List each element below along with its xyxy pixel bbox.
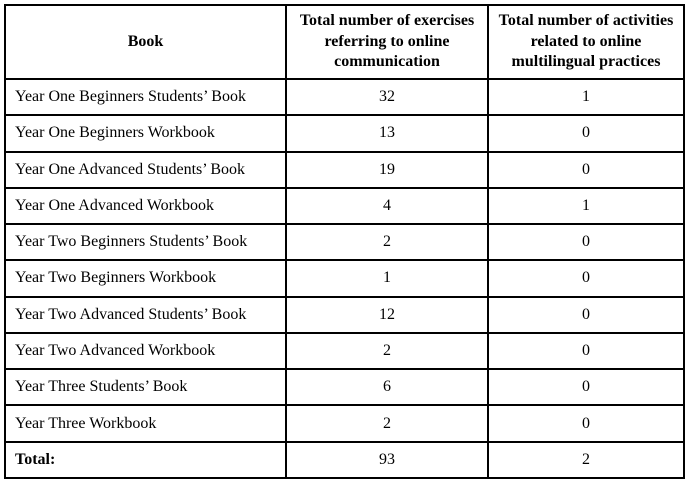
activities-cell: 0	[487, 150, 685, 189]
exercises-cell: 19	[285, 150, 489, 189]
books-exercises-table: Book Total number of exercises referring…	[4, 4, 685, 480]
table-row: Year One Beginners Students’ Book 32 1	[4, 77, 685, 117]
table-row: Year Three Students’ Book 6 0	[4, 368, 685, 407]
exercises-cell: 4	[285, 186, 489, 226]
total-activities-cell: 2	[487, 440, 685, 480]
activities-cell: 0	[487, 331, 685, 371]
total-label-cell: Total:	[4, 440, 287, 480]
activities-cell: 0	[487, 223, 685, 262]
header-line: multilingual practices	[511, 53, 661, 71]
book-cell: Year One Beginners Students’ Book	[4, 77, 287, 117]
exercises-cell: 6	[285, 368, 489, 407]
book-cell: Year One Beginners Workbook	[4, 114, 287, 153]
activities-cell: 0	[487, 259, 685, 298]
exercises-cell: 13	[285, 114, 489, 153]
exercises-cell: 1	[285, 259, 489, 298]
header-line: Book	[127, 32, 164, 50]
table-row: Year Three Workbook 2 0	[4, 404, 685, 443]
table-row: Year One Beginners Workbook 13 0	[4, 114, 685, 153]
exercises-cell: 2	[285, 331, 489, 371]
book-cell: Year Two Advanced Students’ Book	[4, 295, 287, 334]
exercises-cell: 2	[285, 404, 489, 443]
activities-cell: 1	[487, 186, 685, 226]
table-row: Year Two Advanced Students’ Book 12 0	[4, 295, 685, 334]
total-row: Total: 93 2	[4, 440, 685, 480]
table-row: Year Two Beginners Students’ Book 2 0	[4, 223, 685, 262]
header-line: communication	[334, 53, 440, 71]
activities-cell: 0	[487, 404, 685, 443]
activities-cell: 1	[487, 77, 685, 117]
activities-cell: 0	[487, 368, 685, 407]
total-exercises-cell: 93	[285, 440, 489, 480]
table-row: Year Two Advanced Workbook 2 0	[4, 331, 685, 371]
book-cell: Year Three Workbook	[4, 404, 287, 443]
header-line: related to online	[530, 32, 642, 50]
column-header-book: Book	[4, 4, 287, 80]
book-cell: Year Two Beginners Workbook	[4, 259, 287, 298]
column-header-activities: Total number of activities related to on…	[487, 4, 685, 80]
table-row: Year Two Beginners Workbook 1 0	[4, 259, 685, 298]
exercises-cell: 12	[285, 295, 489, 334]
book-cell: Year Three Students’ Book	[4, 368, 287, 407]
table-row: Year One Advanced Workbook 4 1	[4, 186, 685, 226]
book-cell: Year Two Beginners Students’ Book	[4, 223, 287, 262]
activities-cell: 0	[487, 114, 685, 153]
book-cell: Year One Advanced Workbook	[4, 186, 287, 226]
header-line: Total number of activities	[498, 11, 674, 29]
header-line: referring to online	[324, 32, 450, 50]
header-line: Total number of exercises	[299, 11, 475, 29]
exercises-cell: 32	[285, 77, 489, 117]
activities-cell: 0	[487, 295, 685, 334]
column-header-exercises: Total number of exercises referring to o…	[285, 4, 489, 80]
book-cell: Year Two Advanced Workbook	[4, 331, 287, 371]
table-row: Year One Advanced Students’ Book 19 0	[4, 150, 685, 189]
table-header-row: Book Total number of exercises referring…	[4, 4, 685, 80]
book-cell: Year One Advanced Students’ Book	[4, 150, 287, 189]
exercises-cell: 2	[285, 223, 489, 262]
